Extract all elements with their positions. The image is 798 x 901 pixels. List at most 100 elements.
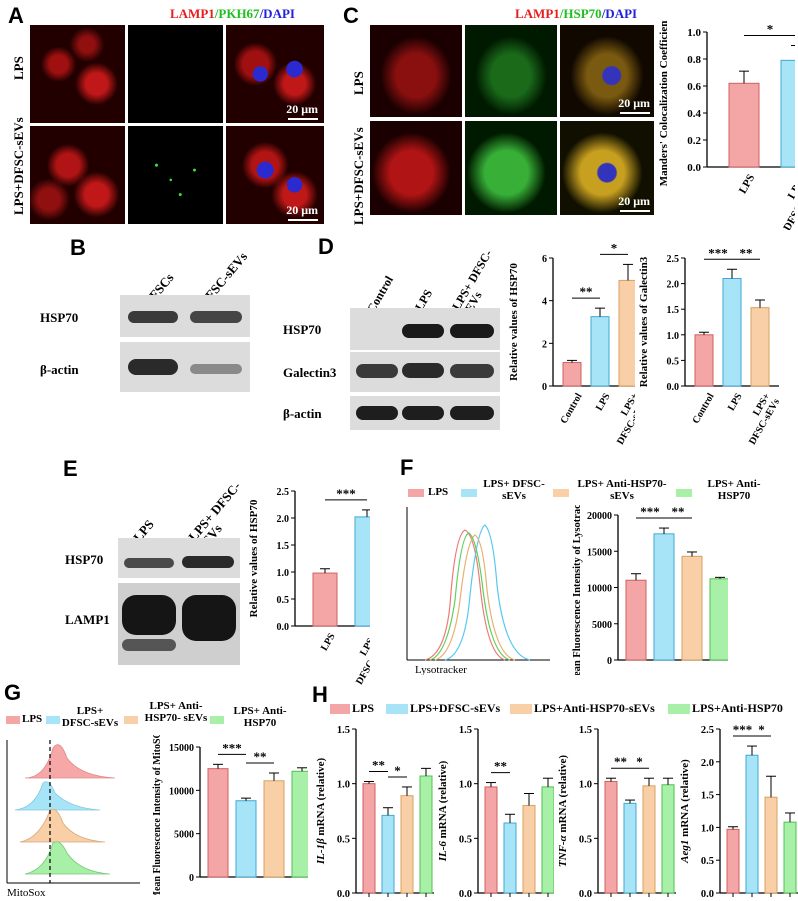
y-tick-label: 0.5 bbox=[667, 356, 680, 367]
blot-e-lamp1 bbox=[118, 583, 240, 665]
panel-a-title-blue: /DAPI bbox=[259, 6, 295, 21]
band bbox=[402, 406, 444, 420]
bar bbox=[783, 821, 797, 894]
micro-a-lps-lamp1 bbox=[30, 25, 125, 123]
y-tick-label: 0 bbox=[607, 656, 612, 667]
bar bbox=[618, 279, 635, 387]
bar bbox=[400, 795, 414, 894]
bar bbox=[562, 362, 582, 387]
bar bbox=[590, 316, 610, 387]
chart-e-hsp70: 0.0 0.5 1.0 1.5 2.0 2.5 Relative values of HSP… bbox=[248, 486, 370, 687]
sig-label: *** bbox=[708, 245, 728, 260]
sig-label: *** bbox=[640, 505, 660, 519]
panel-a-title-green: /PKH67 bbox=[214, 6, 260, 21]
y-axis-label-rest: mRNA (relative) bbox=[557, 755, 569, 836]
legend-swatch-0 bbox=[408, 489, 424, 497]
micro-c-sevs-lamp1 bbox=[370, 121, 462, 215]
scale-bar bbox=[620, 210, 650, 212]
micro-c-sevs-hsp70 bbox=[465, 121, 557, 215]
bar bbox=[709, 578, 728, 661]
x-tick-label: LPS+DFSC-sEVs bbox=[345, 631, 370, 687]
chart-g-mitosox: 0 5000 10000 15000 Mean Fluorescence Intensi… bbox=[152, 735, 308, 895]
sig-label: ** bbox=[494, 759, 507, 774]
y-tick-label: 1.0 bbox=[277, 568, 290, 579]
y-axis-label: IL-1β mRNA (relative) bbox=[315, 758, 327, 866]
micro-c-sevs-merge: 20 μm bbox=[560, 121, 654, 215]
x-tick-label-line: LPS+ bbox=[358, 631, 370, 658]
y-axis-label-gene: TNF-α bbox=[557, 834, 569, 867]
y-axis-label: Relative values of Galectin3 bbox=[638, 256, 650, 387]
bar bbox=[604, 780, 618, 894]
y-axis-label: Mean Fluorescence Intensity of Lysotrack… bbox=[572, 505, 583, 675]
bar bbox=[354, 516, 370, 627]
y-tick-label: 2.0 bbox=[667, 280, 680, 291]
panel-letter-h: H bbox=[312, 682, 328, 707]
micro-a-sevs-merge: 20 μm bbox=[226, 126, 324, 224]
blot-b-hsp70 bbox=[120, 295, 250, 337]
legend-label-3: LPS+ Anti-HSP70 bbox=[707, 478, 761, 502]
micro-a-sevs-lamp1 bbox=[30, 126, 125, 224]
blot-d-galectin3 bbox=[350, 352, 500, 392]
band bbox=[124, 558, 174, 568]
band bbox=[122, 595, 176, 635]
bar bbox=[625, 579, 647, 661]
sig-label: *** bbox=[222, 740, 242, 755]
panel-c-title-red: LAMP1 bbox=[515, 6, 560, 21]
y-tick-label: 0.5 bbox=[701, 856, 714, 867]
x-tick-label-line: LPS bbox=[319, 631, 338, 653]
panel-a-title-red: LAMP1 bbox=[170, 6, 215, 21]
y-tick-label: 6 bbox=[542, 254, 547, 265]
bar bbox=[728, 82, 760, 168]
band bbox=[182, 595, 236, 641]
band bbox=[128, 311, 178, 323]
y-axis-label-rest: mRNA (relative) bbox=[679, 759, 691, 840]
protein-label-hsp70: HSP70 bbox=[65, 552, 104, 567]
y-tick-label: 1.5 bbox=[277, 541, 290, 552]
x-tick-label-line: Control bbox=[559, 391, 585, 425]
bar bbox=[235, 800, 257, 878]
x-tick-label: LPS bbox=[737, 172, 757, 195]
legend-label-0: LPS bbox=[22, 713, 43, 725]
panel-c-row-label-lps-sevs: LPS+DFSC-sEVs bbox=[351, 127, 366, 225]
x-tick-label-line: Control bbox=[691, 391, 717, 425]
micro-a-sevs-pkh67 bbox=[128, 126, 223, 224]
bar bbox=[694, 334, 714, 387]
y-tick-label: 0.5 bbox=[459, 834, 472, 845]
sig-label: * bbox=[636, 754, 643, 769]
micro-a-lps-merge: 20 μm bbox=[226, 25, 324, 123]
protein-label-beta-actin: β-actin bbox=[40, 362, 79, 377]
legend-label-0: LPS bbox=[428, 486, 449, 498]
protein-label-galectin3: Galectin3 bbox=[283, 365, 337, 380]
bar bbox=[750, 307, 770, 387]
y-tick-label: 0.5 bbox=[579, 834, 592, 845]
panel-a-row-label-lps: LPS bbox=[11, 56, 26, 80]
y-tick-label: 1.5 bbox=[667, 305, 680, 316]
scale-bar bbox=[288, 118, 318, 120]
bar bbox=[207, 768, 229, 878]
y-tick-label: 0.0 bbox=[579, 889, 592, 900]
bar bbox=[362, 783, 376, 894]
y-tick-label: 4 bbox=[542, 297, 547, 308]
legend-swatch-2 bbox=[124, 716, 138, 724]
y-tick-label: 0 bbox=[189, 873, 194, 884]
legend-label-3: LPS+ Anti-HSP70 bbox=[233, 705, 287, 729]
panel-c-title: LAMP1/HSP70/DAPI bbox=[515, 6, 637, 22]
y-tick-label: 0.5 bbox=[277, 595, 290, 606]
legend-label-1: LPS+ DFSC-sEVs bbox=[61, 705, 119, 729]
y-tick-label: 0.0 bbox=[459, 889, 472, 900]
sig-label: *** bbox=[336, 486, 356, 501]
protein-label-beta-actin: β-actin bbox=[283, 406, 322, 421]
band bbox=[450, 324, 494, 338]
sig-label: ** bbox=[672, 505, 685, 519]
x-tick-label: Control bbox=[559, 391, 585, 425]
scale-bar-label: 20 μm bbox=[618, 96, 650, 110]
y-tick-label: 1.0 bbox=[687, 27, 701, 39]
flow-xlabel-g: MitoSox bbox=[7, 887, 46, 898]
scale-bar bbox=[620, 112, 650, 114]
scale-bar-label: 20 μm bbox=[286, 203, 318, 217]
legend-label-2: LPS+Anti-HSP70-sEVs bbox=[534, 701, 655, 715]
scale-bar bbox=[288, 219, 318, 221]
sig-label: ** bbox=[372, 757, 385, 772]
micro-a-lps-pkh67 bbox=[128, 25, 223, 123]
